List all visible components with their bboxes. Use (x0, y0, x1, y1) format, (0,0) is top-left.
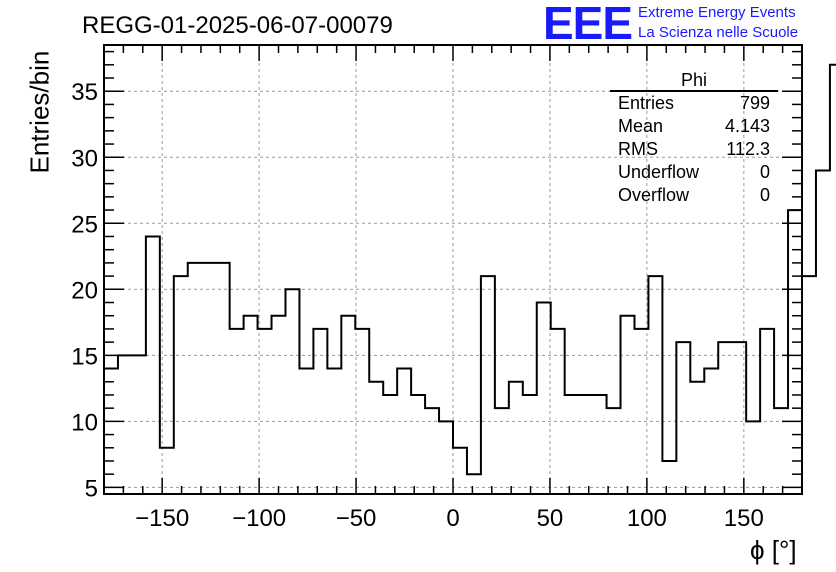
histogram-bin (537, 303, 551, 494)
histogram-outline (104, 63, 836, 476)
histogram-bin (383, 395, 397, 494)
y-tick-label: 10 (71, 409, 98, 436)
stats-row-underflow: Underflow 0 (610, 161, 778, 184)
histogram-bin (509, 382, 523, 494)
histogram-bin (830, 65, 836, 494)
histogram-bin (188, 263, 202, 494)
y-tick-label: 25 (71, 211, 98, 238)
histogram-bin (411, 395, 425, 494)
histogram-bin (341, 316, 355, 494)
x-tick-label: 100 (627, 505, 667, 532)
logo-caption: Extreme Energy Events La Scienza nelle S… (638, 3, 798, 43)
histogram-bin (313, 329, 327, 494)
y-tick-label: 20 (71, 277, 98, 304)
histogram-bin (788, 210, 802, 494)
stats-row-entries: Entries 799 (610, 92, 778, 115)
y-axis-label: Entries/bin (24, 50, 55, 174)
histogram-bin (258, 329, 272, 494)
histogram-bin (174, 276, 188, 494)
histogram-bin (327, 369, 341, 494)
stats-row-mean: Mean 4.143 (610, 115, 778, 138)
stats-row-rms: RMS 112.3 (610, 138, 778, 161)
histogram-bin (802, 276, 816, 494)
histogram-bin (104, 369, 118, 494)
y-tick-label: 30 (71, 145, 98, 172)
histogram-bin (244, 316, 258, 494)
x-tick-label: 150 (724, 505, 764, 532)
histogram-bin (704, 369, 718, 494)
stats-value: 0 (759, 162, 770, 182)
stats-box: Phi Entries 799 Mean 4.143 RMS 112.3 Und… (610, 70, 778, 207)
stats-label: Mean (618, 116, 664, 136)
histogram-bin (523, 395, 537, 494)
histogram-bin (230, 329, 244, 494)
logo-line-1: Extreme Energy Events (638, 4, 796, 21)
histogram-bin (676, 342, 690, 494)
stats-label: Underflow (618, 162, 700, 182)
histogram-bin (272, 316, 286, 494)
eee-logo: EEE (543, 0, 633, 49)
y-tick-label: 15 (71, 343, 98, 370)
x-tick-label: 0 (446, 505, 459, 532)
logo-line-2: La Scienza nelle Scuole (638, 24, 799, 41)
histogram-bin (746, 421, 760, 494)
stats-value: 0 (759, 185, 770, 205)
histogram-bin (648, 276, 662, 494)
stats-title: Phi (610, 70, 778, 92)
x-tick-label: −50 (336, 505, 377, 532)
histogram-bin (216, 263, 230, 494)
histogram-bin (662, 461, 676, 494)
stats-value: 112.3 (726, 139, 770, 159)
x-tick-label: −150 (135, 505, 189, 532)
histogram-bin (690, 382, 704, 494)
histogram-bin (551, 329, 565, 494)
x-axis-label: ϕ [°] (750, 535, 797, 565)
histogram-bin (132, 355, 146, 494)
histogram-bin (425, 408, 439, 494)
stats-label: Entries (618, 93, 675, 113)
histogram-bin (816, 170, 830, 494)
stats-row-overflow: Overflow 0 (610, 184, 778, 207)
x-tick-label: 50 (537, 505, 564, 532)
histogram-bin (607, 408, 621, 494)
histogram-bin (718, 342, 732, 494)
stats-value: 799 (739, 93, 770, 113)
histogram-bin (146, 236, 160, 494)
histogram-bin (495, 408, 509, 494)
histogram-bin (467, 474, 481, 494)
histogram-bin (579, 395, 593, 494)
histogram-bin (732, 342, 746, 494)
chart-title: REGG-01-2025-06-07-00079 (82, 12, 393, 39)
histogram-bin (202, 263, 216, 494)
histogram-bin (118, 355, 132, 494)
histogram-bin (355, 329, 369, 494)
stats-label: RMS (618, 139, 658, 159)
histogram-bin (439, 421, 453, 494)
histogram-bin (593, 395, 607, 494)
y-tick-label: 5 (85, 475, 98, 502)
x-tick-label: −100 (232, 505, 286, 532)
histogram-bin (369, 382, 383, 494)
histogram-bin (285, 289, 299, 494)
stats-label: Overflow (618, 185, 690, 205)
stats-value: 4.143 (724, 116, 770, 136)
histogram-bin (481, 276, 495, 494)
histogram-bin (397, 369, 411, 494)
histogram-bin (565, 395, 579, 494)
histogram-bin (634, 329, 648, 494)
histogram-bin (760, 329, 774, 494)
histogram-bin (299, 369, 313, 494)
y-tick-label: 35 (71, 79, 98, 106)
histogram-bin (621, 316, 635, 494)
histogram-bin (453, 448, 467, 494)
